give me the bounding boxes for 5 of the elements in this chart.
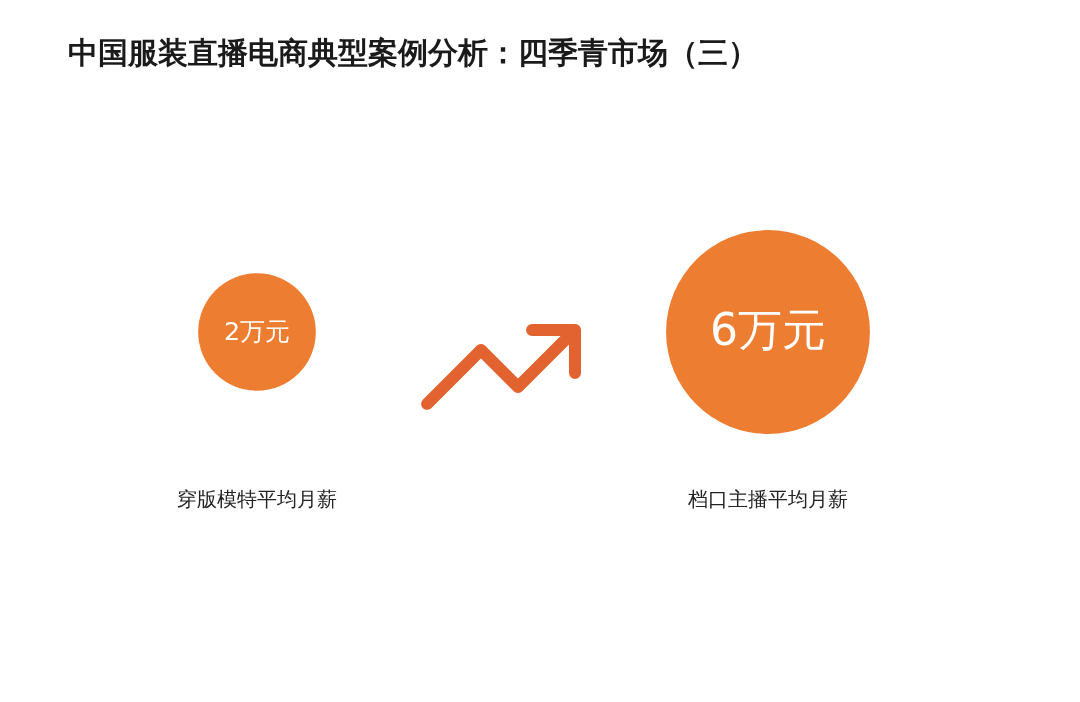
- text: 中国服装直播电商典型案例分析：四季青市场（三）: [68, 35, 758, 70]
- data-label: 2万元: [223, 316, 291, 346]
- data-label: 6万元: [710, 304, 826, 355]
- category-label: 档口主播平均月薪: [687, 487, 848, 511]
- category-label: 穿版模特平均月薪: [177, 487, 337, 511]
